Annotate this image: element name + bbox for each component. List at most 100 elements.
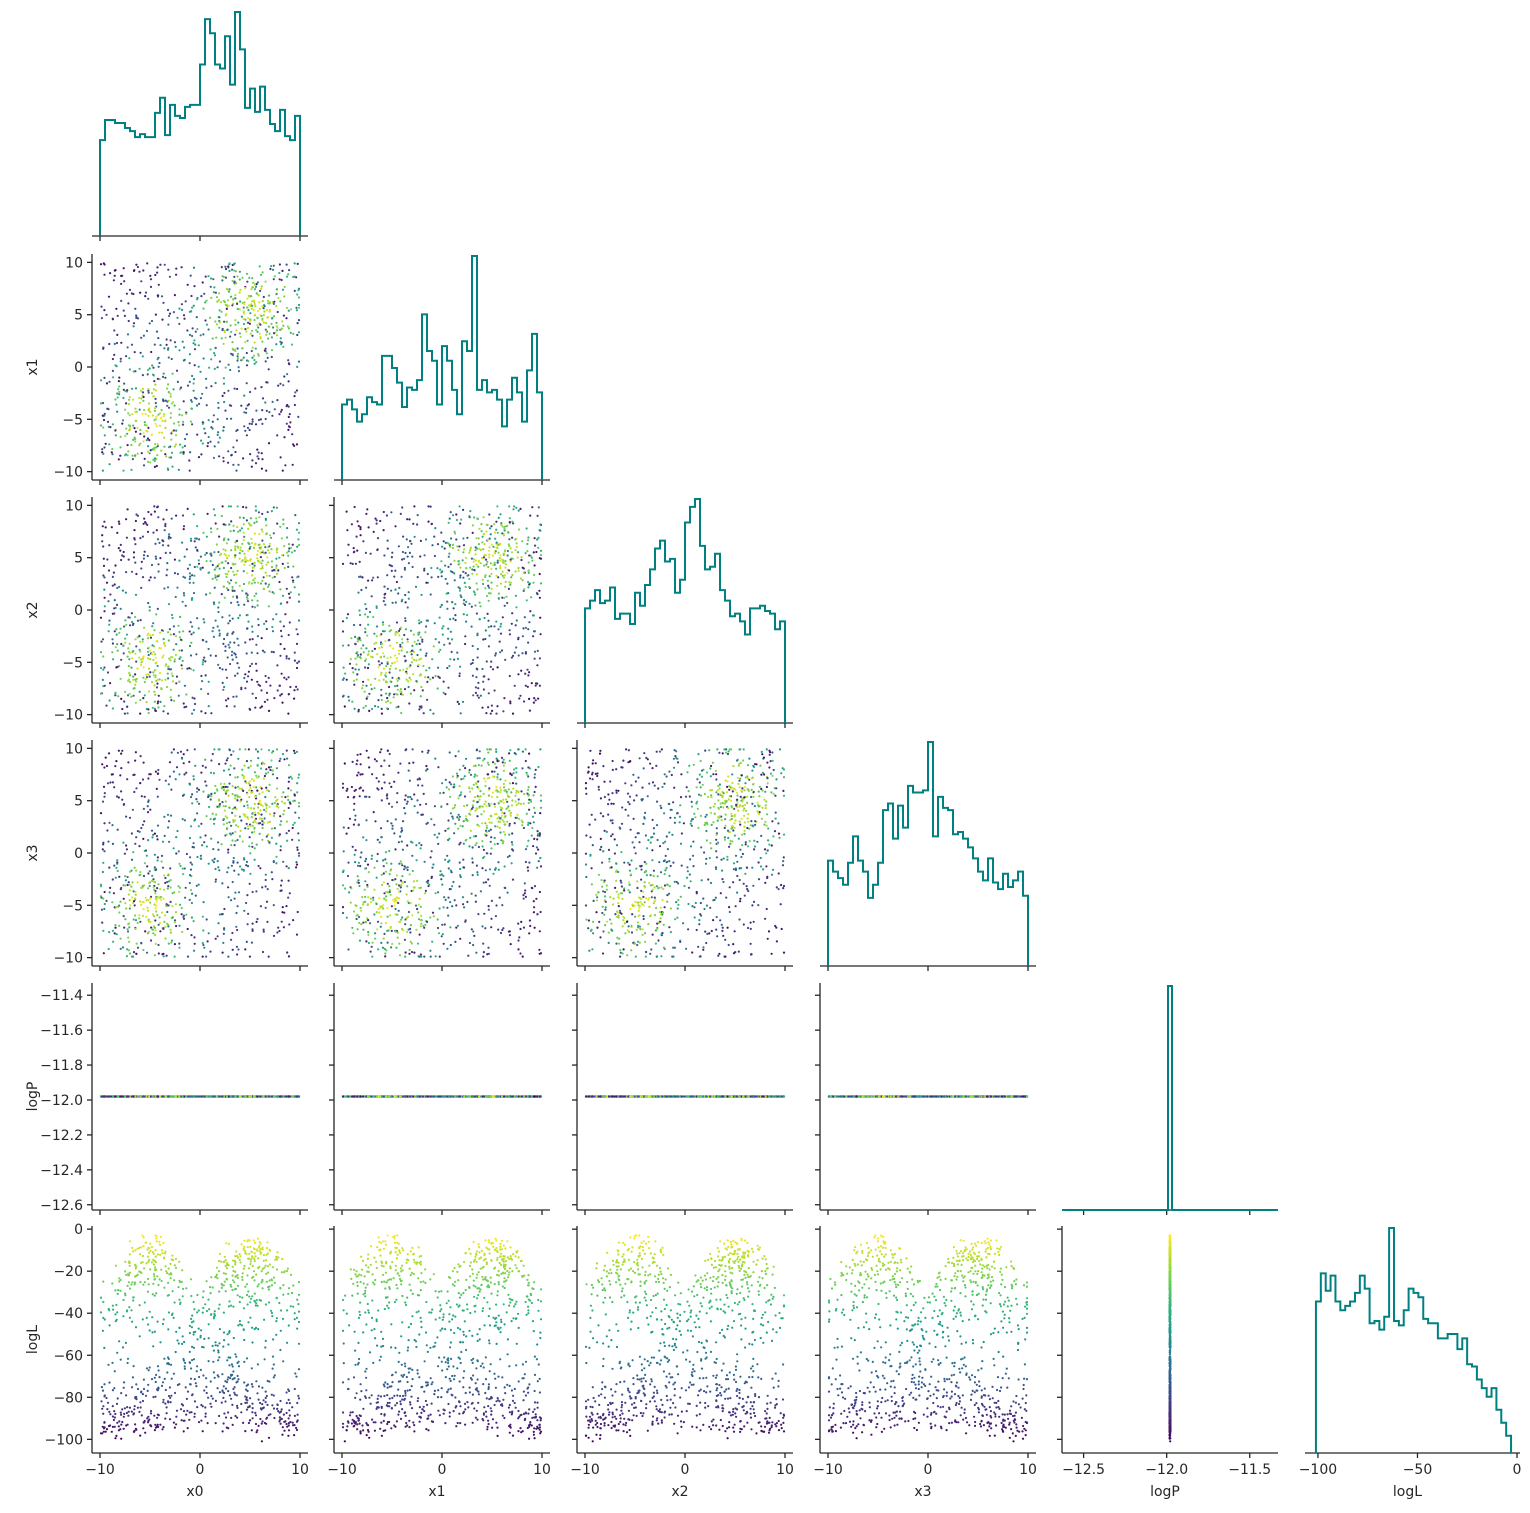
- scatter-point: [504, 833, 507, 836]
- scatter-point: [388, 885, 391, 888]
- scatter-point: [476, 647, 479, 651]
- scatter-point: [188, 898, 191, 902]
- scatter-point: [159, 930, 162, 933]
- scatter-point: [113, 932, 116, 935]
- scatter-point: [357, 524, 360, 528]
- scatter-point: [221, 668, 224, 671]
- scatter-point: [161, 544, 165, 547]
- scatter-point: [207, 328, 210, 331]
- scatter-point: [485, 852, 488, 855]
- scatter-point: [238, 795, 241, 799]
- scatter-point: [244, 340, 247, 344]
- scatter-point: [266, 833, 270, 836]
- scatter-point: [243, 676, 246, 680]
- scatter-point: [198, 538, 201, 541]
- scatter-point: [358, 795, 361, 798]
- scatter-point: [135, 316, 138, 319]
- scatter-point: [347, 644, 350, 647]
- scatter-point: [214, 320, 217, 323]
- scatter-point: [270, 827, 274, 830]
- scatter-point: [142, 666, 145, 669]
- scatter-point: [157, 694, 160, 697]
- scatter-point: [386, 699, 390, 703]
- scatter-point: [448, 781, 451, 784]
- scatter-point: [111, 423, 114, 426]
- scatter-point: [181, 930, 184, 934]
- scatter-point: [228, 262, 231, 265]
- scatter-point: [127, 319, 130, 323]
- scatter-point: [440, 873, 443, 876]
- scatter-point: [263, 310, 266, 313]
- scatter-point: [232, 595, 235, 598]
- scatter-point: [486, 773, 489, 776]
- scatter-point: [469, 510, 472, 513]
- scatter-point: [232, 818, 235, 822]
- scatter-point: [190, 294, 193, 298]
- scatter-point: [506, 572, 509, 575]
- scatter-point: [234, 776, 237, 779]
- scatter-point: [146, 437, 150, 440]
- scatter-point: [125, 292, 128, 295]
- scatter-point: [235, 808, 238, 811]
- scatter-point: [422, 712, 425, 715]
- scatter-point: [193, 942, 196, 945]
- scatter-point: [172, 748, 175, 751]
- scatter-point: [239, 300, 242, 303]
- scatter-point: [113, 353, 116, 356]
- scatter-point: [486, 560, 489, 564]
- scatter-point: [171, 905, 174, 908]
- scatter-point: [272, 302, 275, 305]
- scatter-point: [493, 770, 496, 773]
- scatter-point: [154, 889, 157, 893]
- scatter-point: [475, 537, 478, 540]
- scatter-point: [122, 915, 125, 918]
- scatter-point: [293, 262, 296, 265]
- scatter-point: [154, 313, 157, 316]
- scatter-point: [506, 524, 509, 527]
- scatter-point: [135, 942, 138, 945]
- scatter-point: [403, 868, 406, 871]
- scatter-point: [103, 273, 106, 276]
- scatter-point: [401, 638, 404, 641]
- scatter-point: [484, 575, 487, 579]
- scatter-point: [231, 341, 234, 344]
- scatter-point: [205, 535, 208, 538]
- scatter-point: [351, 845, 354, 848]
- scatter-point: [458, 815, 461, 818]
- scatter-point: [425, 625, 428, 628]
- scatter-point: [490, 899, 493, 903]
- scatter-point: [454, 603, 457, 606]
- scatter-point: [360, 909, 363, 912]
- scatter-point: [127, 450, 130, 453]
- scatter-point: [265, 352, 268, 355]
- scatter-point: [191, 334, 194, 338]
- scatter-point: [124, 619, 127, 622]
- scatter-point: [128, 899, 131, 902]
- scatter-point: [145, 951, 149, 954]
- scatter-point: [275, 787, 279, 790]
- scatter-point: [479, 548, 483, 552]
- scatter-point: [275, 557, 278, 560]
- scatter-point: [451, 885, 454, 888]
- scatter-point: [157, 283, 160, 286]
- scatter-point: [246, 600, 250, 603]
- scatter-point: [167, 631, 170, 634]
- scatter-point: [474, 809, 477, 812]
- scatter-point: [246, 559, 249, 563]
- scatter-point: [159, 263, 162, 266]
- scatter-point: [253, 826, 256, 830]
- scatter-point: [211, 859, 214, 862]
- scatter-point: [103, 902, 106, 906]
- scatter-point: [230, 753, 233, 756]
- scatter-point: [180, 266, 183, 269]
- scatter-point: [162, 399, 165, 402]
- scatter-point: [156, 377, 159, 380]
- scatter-point: [246, 792, 249, 795]
- scatter-point: [484, 587, 487, 590]
- scatter-point: [297, 531, 301, 534]
- scatter-point: [526, 845, 529, 848]
- scatter-point: [143, 820, 146, 823]
- scatter-point: [225, 417, 229, 420]
- scatter-point: [212, 626, 215, 629]
- scatter-point: [156, 887, 159, 890]
